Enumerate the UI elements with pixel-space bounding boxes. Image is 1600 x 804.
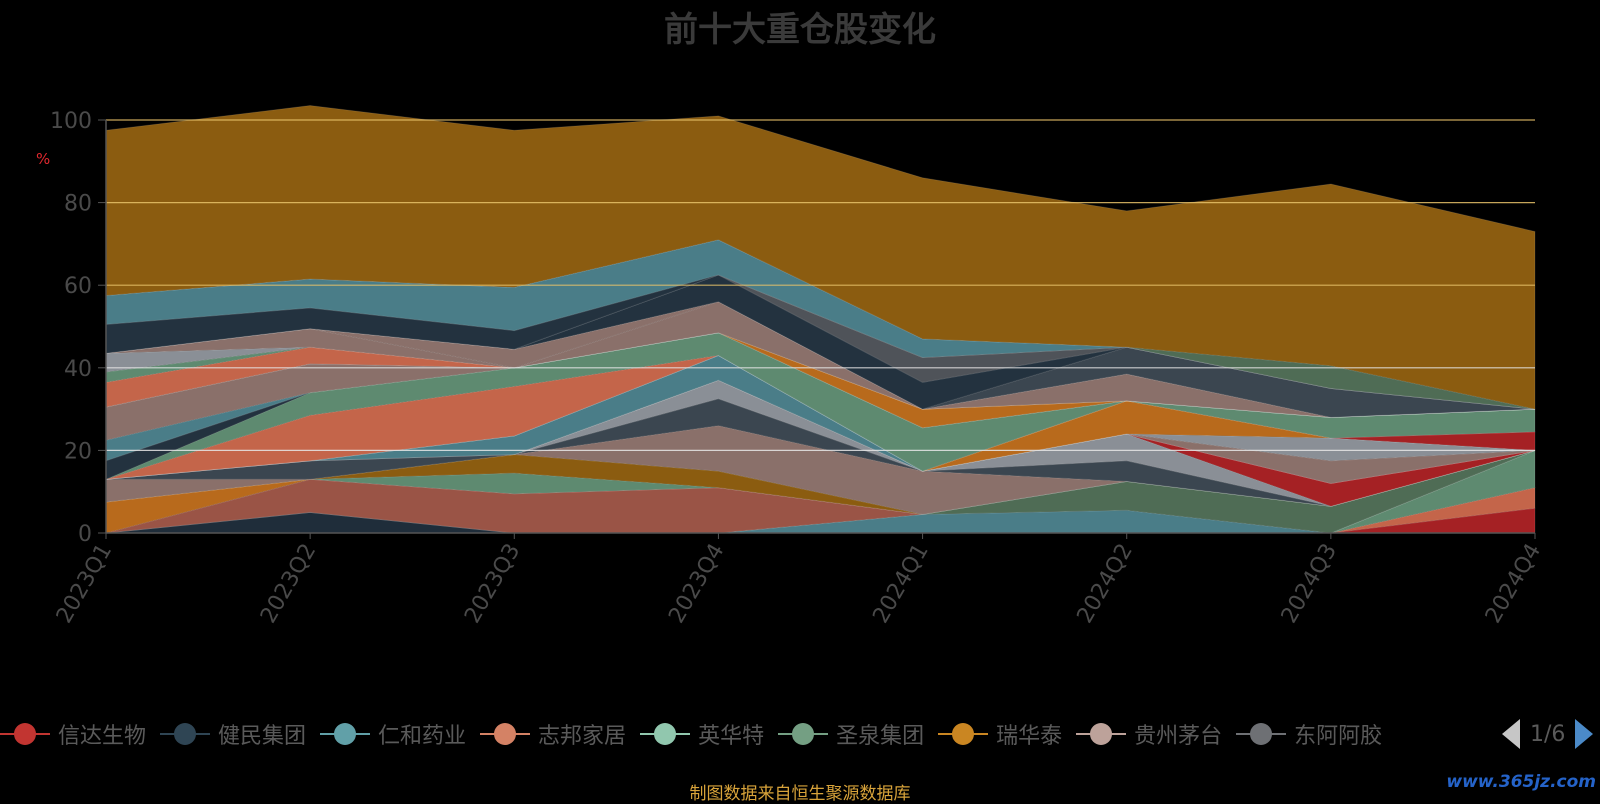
area-layer [105,104,1536,534]
legend-next-page-button[interactable] [1575,719,1594,749]
legend-marker-icon [938,722,989,746]
legend-prev-page-button[interactable] [1502,719,1520,749]
legend: 信达生物 健民集团 仁和药业 志邦家居 英华特 圣泉集团 瑞华泰 贵州茅台 东阿阿胶 [0,716,1490,752]
y-tick-label: 80 [64,192,92,217]
y-tick-label: 0 [78,522,92,547]
legend-marker-icon [1236,722,1287,746]
legend-marker-icon [1076,722,1127,746]
legend-label: 圣泉集团 [836,724,925,749]
legend-label: 瑞华泰 [996,724,1063,749]
x-tick-label: 2024Q1 [868,540,933,628]
legend-marker-icon [0,722,50,746]
x-tick-label: 2024Q3 [1277,540,1342,628]
watermark: www.365jz.com [1446,772,1596,792]
legend-item[interactable]: 瑞华泰 [938,718,1062,750]
y-tick-label: 40 [64,357,92,382]
area-series-39[interactable] [105,104,1536,410]
legend-marker-icon [480,722,531,746]
x-tick-label: 2023Q4 [664,540,729,628]
y-tick-label: 20 [64,439,92,464]
legend-marker-icon [160,722,211,746]
y-axis-label: % [36,150,51,168]
legend-item[interactable]: 信达生物 [0,718,146,750]
legend-label: 英华特 [698,724,765,749]
legend-item[interactable]: 东阿阿胶 [1236,718,1382,750]
legend-item[interactable]: 仁和药业 [320,718,466,750]
legend-item[interactable]: 健民集团 [160,718,306,750]
x-tick-label: 2024Q4 [1481,540,1546,628]
legend-label: 仁和药业 [378,724,467,749]
x-tick-label: 2023Q3 [460,540,525,628]
legend-page-indicator: 1/6 [1530,721,1566,747]
x-tick-label: 2024Q2 [1073,540,1138,628]
legend-pager: 1/6 [1502,718,1594,750]
legend-label: 东阿阿胶 [1294,724,1383,749]
legend-label: 信达生物 [58,724,147,749]
legend-label: 志邦家居 [538,724,627,749]
legend-label: 贵州茅台 [1134,724,1223,749]
x-tick-label: 2023Q1 [52,540,117,628]
legend-item[interactable]: 英华特 [640,718,764,750]
legend-marker-icon [640,722,691,746]
grid-layer: 0 20 40 60 80 100 [50,109,106,547]
legend-marker-icon [320,722,371,746]
legend-label: 健民集团 [218,724,307,749]
y-tick-label: 100 [50,109,92,134]
chart-title: 前十大重仓股变化 [664,10,936,50]
legend-item[interactable]: 贵州茅台 [1076,718,1222,750]
y-tick-label: 60 [64,274,92,299]
legend-item[interactable]: 圣泉集团 [778,718,924,750]
legend-marker-icon [778,722,829,746]
data-source-note: 制图数据来自恒生聚源数据库 [689,784,911,804]
legend-item[interactable]: 志邦家居 [480,718,626,750]
x-tick-label: 2023Q2 [256,540,321,628]
